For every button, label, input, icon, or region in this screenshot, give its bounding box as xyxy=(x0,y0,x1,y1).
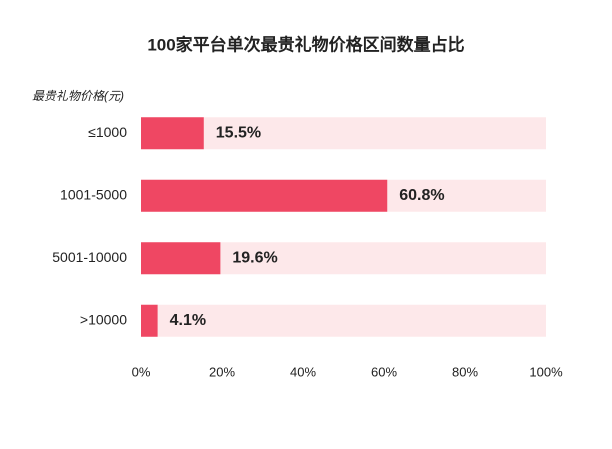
y-axis-label: 最贵礼物价格(元) xyxy=(32,89,124,103)
value-label: 60.8% xyxy=(399,187,444,204)
x-tick-label: 80% xyxy=(452,364,478,379)
value-label: 15.5% xyxy=(216,124,261,141)
y-tick-label: 5001-10000 xyxy=(52,249,127,265)
bar xyxy=(141,242,221,275)
x-tick-label: 20% xyxy=(209,364,235,379)
bar xyxy=(141,179,388,212)
bar-track xyxy=(141,304,546,337)
value-label: 4.1% xyxy=(170,312,206,329)
chart-title: 100家平台单次最贵礼物价格区间数量占比 xyxy=(147,34,464,54)
x-tick-label: 0% xyxy=(132,364,151,379)
x-tick-label: 60% xyxy=(371,364,397,379)
y-tick-label: 1001-5000 xyxy=(60,186,127,202)
value-label: 19.6% xyxy=(232,249,277,266)
y-tick-label: ≤1000 xyxy=(88,124,127,140)
x-tick-label: 100% xyxy=(529,364,563,379)
x-tick-label: 40% xyxy=(290,364,316,379)
y-tick-label: >10000 xyxy=(80,311,127,327)
bar xyxy=(141,304,158,337)
bar xyxy=(141,117,204,150)
bar-track xyxy=(141,117,546,150)
